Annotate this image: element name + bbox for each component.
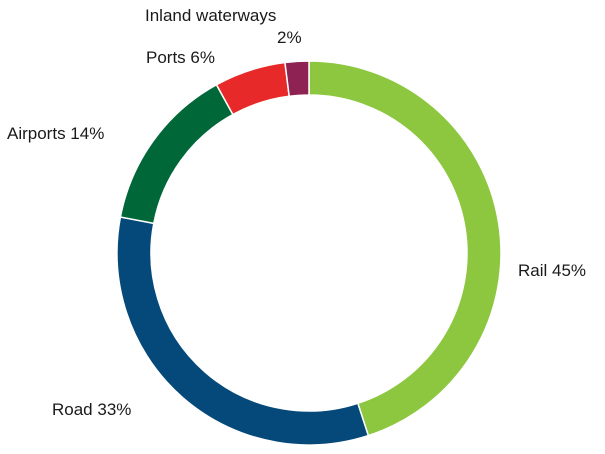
slice-rail: [308, 60, 502, 437]
slice-road: [116, 216, 370, 446]
label-rail: Rail 45%: [518, 261, 586, 280]
label-inland-waterways-name: Inland waterways: [145, 6, 276, 25]
slices-group: [116, 60, 502, 446]
label-road: Road 33%: [52, 400, 131, 419]
slice-airports: [119, 83, 234, 225]
label-inland-waterways-value: 2%: [277, 28, 302, 47]
slice-inland-waterways: [284, 60, 310, 98]
label-airports: Airports 14%: [7, 124, 104, 143]
label-ports: Ports 6%: [146, 48, 215, 67]
